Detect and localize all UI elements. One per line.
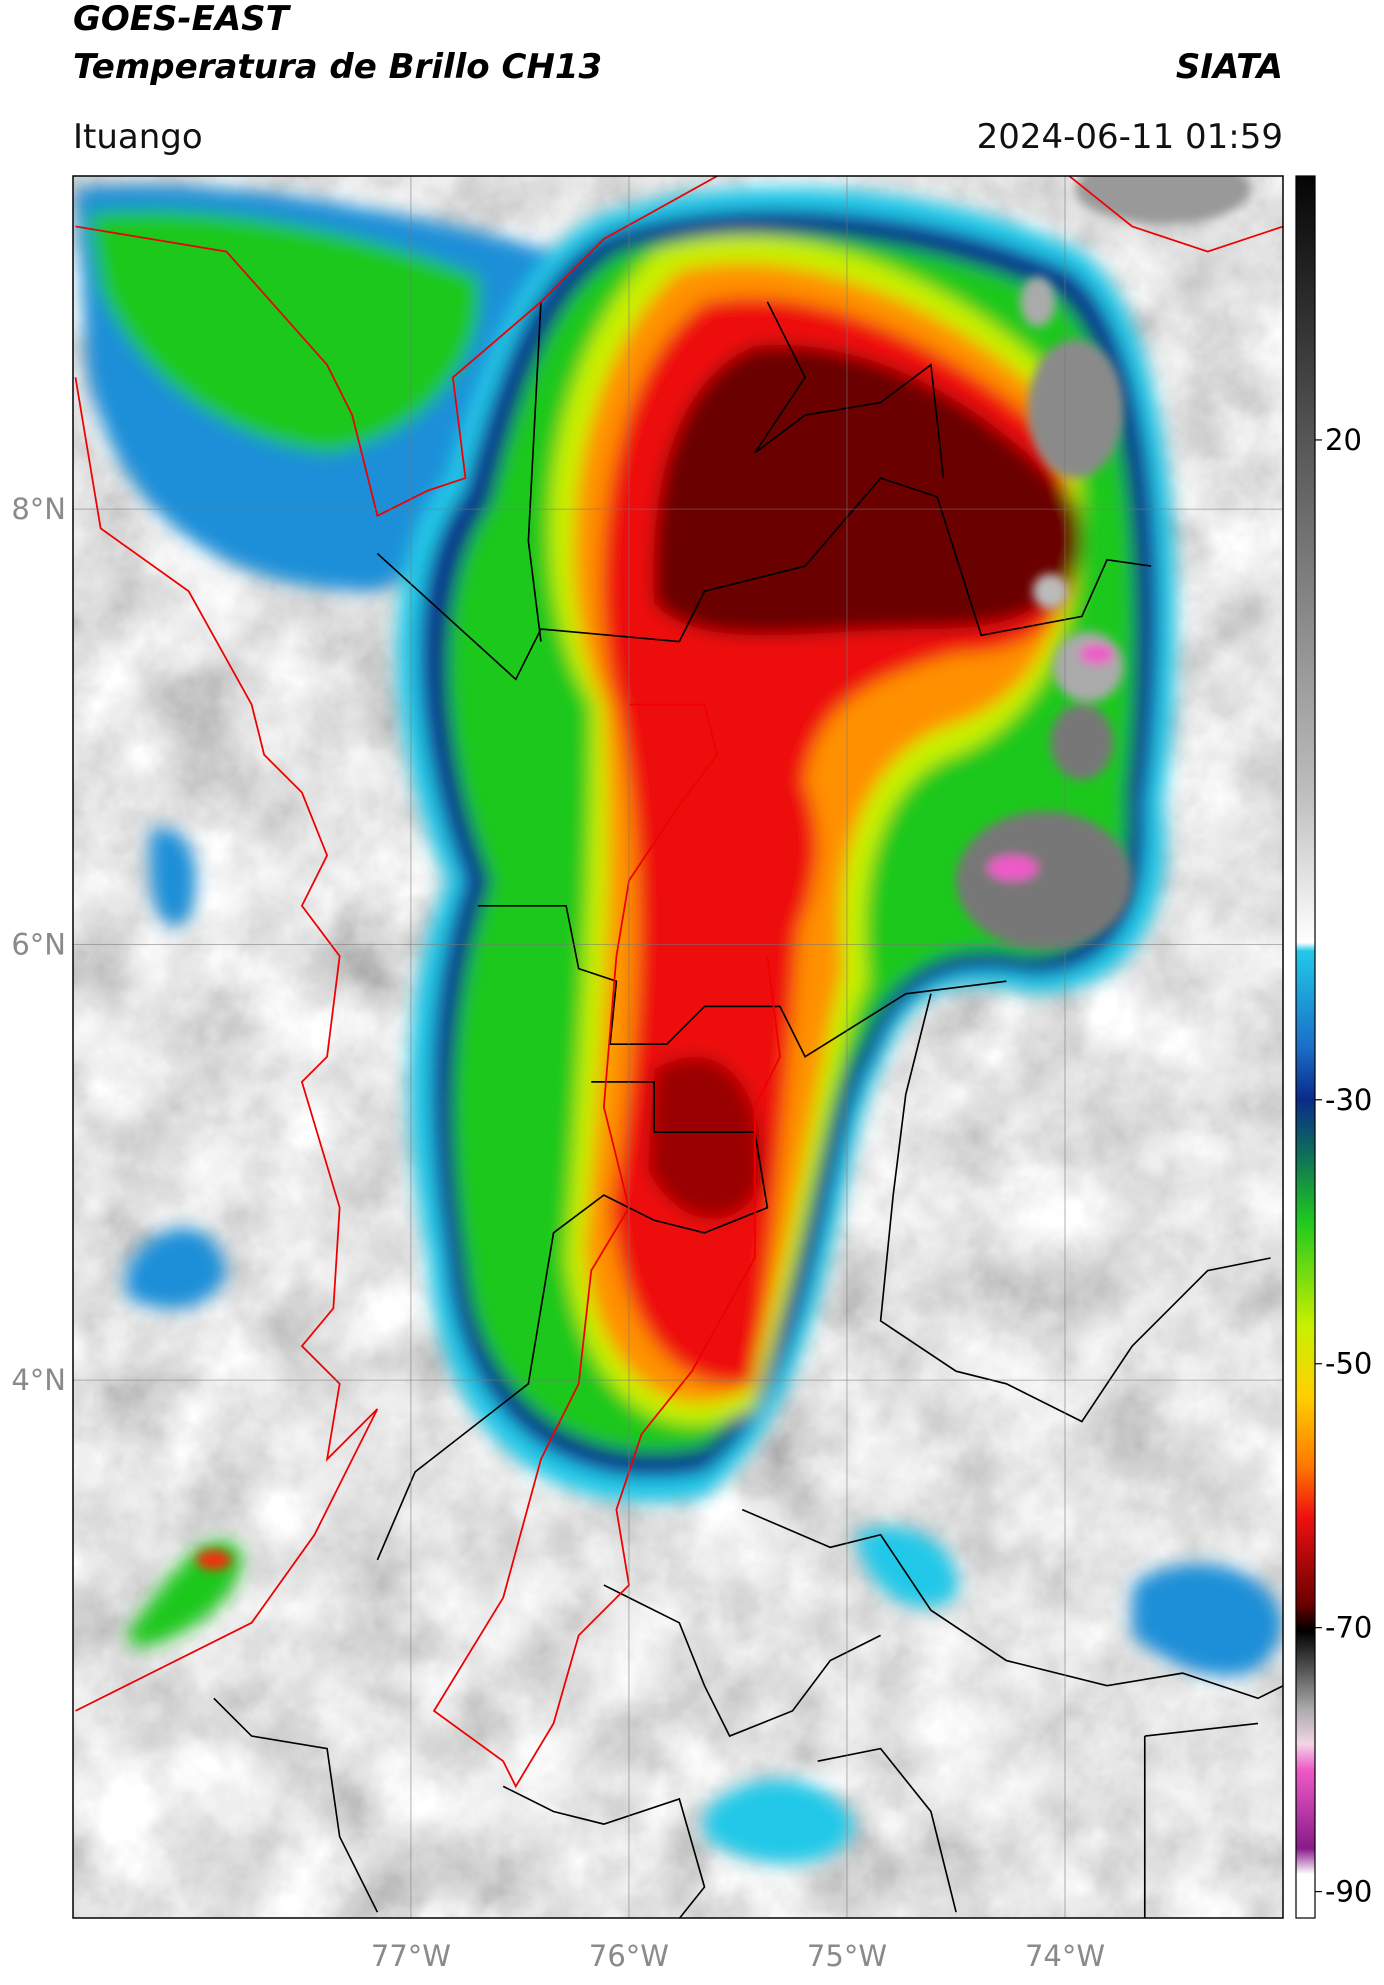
colorbar-tick-label: -70 bbox=[1325, 1611, 1372, 1645]
datetime: 2024-06-11 01:59 bbox=[977, 117, 1283, 157]
product: Temperatura de Brillo CH13 bbox=[73, 47, 602, 87]
x-tick-label: 75°W bbox=[807, 1939, 887, 1973]
colorbar-tick-label: -30 bbox=[1325, 1083, 1372, 1117]
colorbar-tick-label: 20 bbox=[1325, 423, 1362, 457]
x-tick-label: 77°W bbox=[371, 1939, 451, 1973]
storm-layers bbox=[74, 176, 1283, 1918]
y-tick-label: 4°N bbox=[11, 1363, 66, 1397]
y-tick-label: 6°N bbox=[11, 928, 66, 962]
colorbar bbox=[1295, 175, 1316, 1919]
x-tick-label: 74°W bbox=[1025, 1939, 1105, 1973]
satellite: GOES-EAST bbox=[73, 0, 292, 39]
colorbar-tick-label: -90 bbox=[1325, 1875, 1372, 1909]
colorbar-tick-label: -50 bbox=[1325, 1347, 1372, 1381]
x-tick-label: 76°W bbox=[589, 1939, 669, 1973]
source: SIATA bbox=[1176, 47, 1283, 87]
map-frame bbox=[72, 175, 1284, 1919]
boundaries bbox=[213, 301, 1283, 1918]
graticule bbox=[73, 176, 1283, 1918]
y-tick-label: 8°N bbox=[11, 492, 66, 526]
satellite-image bbox=[73, 176, 1283, 1918]
location: Ituango bbox=[73, 117, 203, 157]
